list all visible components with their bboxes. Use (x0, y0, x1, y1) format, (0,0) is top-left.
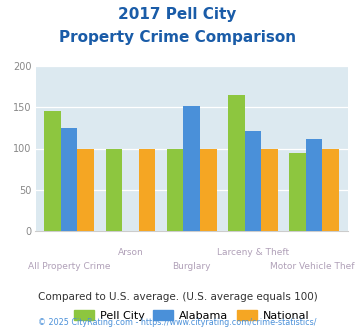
Bar (306, 139, 322, 231)
Bar (44, 111, 61, 231)
Text: Arson: Arson (118, 248, 143, 257)
Text: Burglary: Burglary (173, 262, 211, 271)
Bar (245, 131, 261, 231)
Text: Motor Vehicle Theft: Motor Vehicle Theft (270, 262, 355, 271)
Bar (261, 148, 278, 231)
Bar (322, 148, 339, 231)
Bar (289, 152, 306, 231)
Bar (167, 148, 184, 231)
Text: Compared to U.S. average. (U.S. average equals 100): Compared to U.S. average. (U.S. average … (38, 292, 317, 302)
Bar (139, 148, 155, 231)
Text: 2017 Pell City: 2017 Pell City (118, 7, 237, 21)
Bar (61, 128, 77, 231)
Text: © 2025 CityRating.com - https://www.cityrating.com/crime-statistics/: © 2025 CityRating.com - https://www.city… (38, 318, 317, 327)
Legend: Pell City, Alabama, National: Pell City, Alabama, National (70, 306, 314, 325)
Bar (184, 106, 200, 231)
Bar (228, 95, 245, 231)
Text: All Property Crime: All Property Crime (28, 262, 110, 271)
Bar (200, 148, 217, 231)
Bar (106, 148, 122, 231)
Text: Larceny & Theft: Larceny & Theft (217, 248, 289, 257)
Text: Property Crime Comparison: Property Crime Comparison (59, 30, 296, 45)
Bar (77, 148, 94, 231)
